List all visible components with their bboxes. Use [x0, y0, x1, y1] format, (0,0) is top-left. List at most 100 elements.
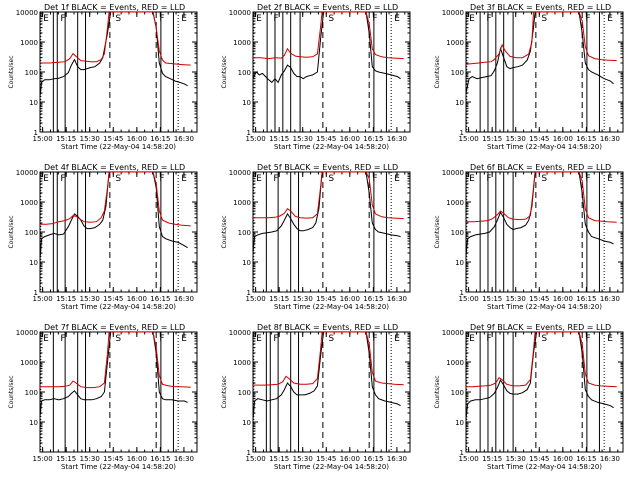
y-tick-label: 10000 [229, 329, 251, 337]
x-axis-label: Start Time (22-May-04 14:58:20) [61, 143, 176, 151]
y-tick-label: 10000 [16, 169, 38, 177]
x-tick-label: 15:15 [56, 455, 76, 463]
x-tick-label: 15:00 [33, 135, 53, 143]
x-tick-label: 15:00 [246, 455, 266, 463]
region-label: E [256, 334, 262, 344]
region-label: E [394, 334, 400, 344]
region-label: F [486, 14, 491, 24]
series-line-lld [466, 172, 617, 223]
x-axis-label: Start Time (22-May-04 14:58:20) [61, 303, 176, 311]
y-tick-label: 10 [29, 259, 38, 267]
x-tick-label: 15:00 [33, 455, 53, 463]
y-tick-label: 1 [460, 289, 464, 297]
x-tick-label: 16:15 [576, 455, 596, 463]
x-tick-label: 16:00 [127, 295, 147, 303]
chart-title: Det 1f BLACK = Events, RED = LLD [44, 3, 185, 12]
y-tick-label: 1000 [233, 359, 251, 367]
x-axis-label: Start Time (22-May-04 14:58:20) [487, 303, 602, 311]
series-line-events [466, 172, 614, 257]
x-tick-label: 16:15 [150, 455, 170, 463]
y-tick-label: 1 [34, 289, 38, 297]
series-line-lld [253, 332, 404, 386]
y-axis-label: Counts/sec [434, 55, 441, 88]
x-tick-label: 16:00 [127, 135, 147, 143]
y-tick-label: 100 [451, 229, 464, 237]
region-label: F [372, 174, 377, 184]
y-tick-label: 1 [460, 129, 464, 137]
region-label: E [469, 14, 475, 24]
y-axis-label: Counts/sec [221, 55, 228, 88]
region-label: E [256, 14, 262, 24]
chart-title: Det 9f BLACK = Events, RED = LLD [470, 323, 611, 332]
region-label: S [541, 174, 547, 184]
chart-title: Det 5f BLACK = Events, RED = LLD [257, 163, 398, 172]
y-tick-label: 10 [455, 419, 464, 427]
x-tick-label: 15:15 [269, 135, 289, 143]
x-tick-label: 15:15 [56, 135, 76, 143]
series-line-lld [40, 172, 191, 227]
region-label: F [159, 174, 164, 184]
region-label: F [372, 14, 377, 24]
series-line-lld [466, 12, 617, 65]
x-tick-label: 15:15 [482, 135, 502, 143]
y-tick-label: 1000 [446, 39, 464, 47]
y-tick-label: 1000 [446, 199, 464, 207]
y-tick-label: 100 [238, 229, 251, 237]
x-axis-label: Start Time (22-May-04 14:58:20) [487, 463, 602, 471]
x-tick-label: 15:30 [506, 295, 526, 303]
series-line-lld [40, 332, 191, 389]
chart-panel-5: Det 5f BLACK = Events, RED = LLD 1 10 100 10… [221, 163, 411, 311]
x-tick-label: 16:00 [553, 455, 573, 463]
x-tick-label: 16:15 [150, 135, 170, 143]
y-tick-label: 1000 [233, 39, 251, 47]
y-tick-label: 100 [451, 389, 464, 397]
x-tick-label: 15:30 [293, 455, 313, 463]
y-tick-label: 100 [25, 389, 38, 397]
y-tick-label: 10000 [229, 9, 251, 17]
y-tick-label: 1000 [446, 359, 464, 367]
x-tick-label: 16:00 [553, 295, 573, 303]
chart-title: Det 3f BLACK = Events, RED = LLD [470, 3, 611, 12]
y-tick-label: 1 [247, 129, 251, 137]
y-axis-label: Counts/sec [8, 215, 15, 248]
region-label: S [328, 334, 334, 344]
series-line-lld [466, 332, 617, 388]
y-tick-label: 100 [238, 389, 251, 397]
y-tick-label: 10000 [16, 329, 38, 337]
x-axis-label: Start Time (22-May-04 14:58:20) [487, 143, 602, 151]
region-label: S [115, 174, 121, 184]
x-tick-label: 16:30 [600, 295, 620, 303]
x-tick-label: 16:30 [174, 295, 194, 303]
x-tick-label: 16:00 [340, 455, 360, 463]
y-tick-label: 1000 [233, 199, 251, 207]
x-tick-label: 15:15 [269, 455, 289, 463]
chart-panel-6: Det 6f BLACK = Events, RED = LLD 1 10 100 10… [434, 163, 624, 311]
region-label: E [469, 334, 475, 344]
series-line-events [466, 332, 614, 420]
series-line-events [40, 172, 188, 260]
y-axis-label: Counts/sec [434, 375, 441, 408]
y-tick-label: 1 [247, 289, 251, 297]
x-axis-label: Start Time (22-May-04 14:58:20) [61, 463, 176, 471]
x-tick-label: 15:45 [529, 295, 549, 303]
series-line-events [253, 172, 401, 254]
region-label: F [60, 334, 65, 344]
y-tick-label: 10000 [442, 329, 464, 337]
y-tick-label: 1000 [20, 359, 38, 367]
x-tick-label: 15:30 [80, 135, 100, 143]
x-tick-label: 16:30 [387, 455, 407, 463]
chart-panel-4: Det 4f BLACK = Events, RED = LLD 1 10 100 10… [8, 163, 198, 311]
chart-panel-1: Det 1f BLACK = Events, RED = LLD 1 10 100 10… [8, 3, 198, 151]
x-tick-label: 16:00 [340, 295, 360, 303]
x-tick-label: 15:00 [33, 295, 53, 303]
y-tick-label: 1 [460, 449, 464, 457]
region-label: F [60, 174, 65, 184]
x-tick-label: 16:30 [174, 135, 194, 143]
x-tick-label: 15:30 [293, 135, 313, 143]
y-tick-label: 100 [25, 229, 38, 237]
x-tick-label: 16:00 [127, 455, 147, 463]
region-label: S [115, 334, 121, 344]
region-label: E [181, 174, 187, 184]
x-tick-label: 15:45 [529, 135, 549, 143]
